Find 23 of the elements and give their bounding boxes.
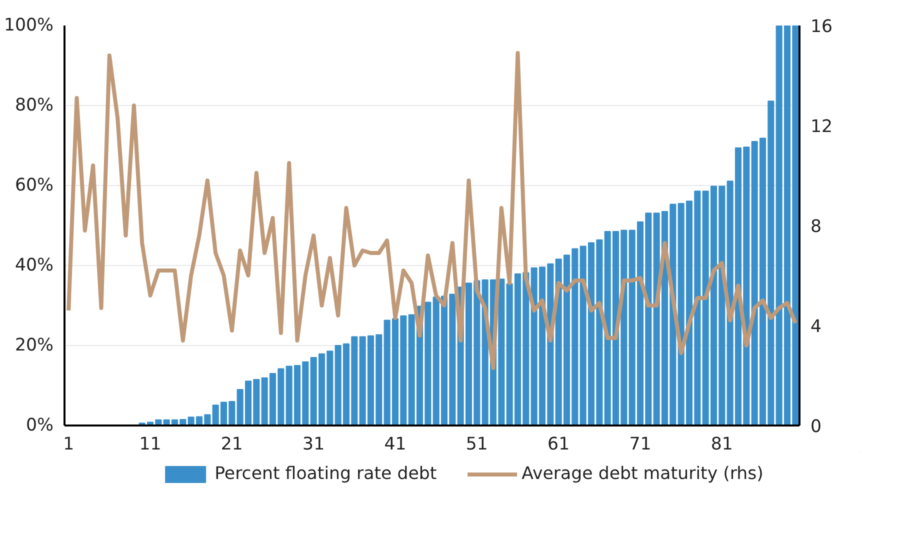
y-tick-label: 80% [14,96,54,116]
line-series [66,51,798,370]
x-tick-label: 11 [139,434,162,454]
y-tick-label: 60% [14,176,54,196]
y2-tick-label: 16 [810,17,833,37]
y2-tick-label: 12 [810,117,833,137]
y-tick-label: 100% [4,16,54,36]
x-tick-label: 1 [63,434,74,454]
y2-tick-label: 8 [810,217,822,237]
x-tick-label: 31 [302,434,325,454]
x-tick-label: 71 [629,434,652,454]
x-tick-label: 51 [466,434,488,454]
x-tick-label: 61 [548,434,570,454]
legend-label: Average debt maturity (rhs) [522,464,764,484]
y-tick-label: 40% [14,256,54,276]
x-tick-label: 21 [220,434,243,454]
y-tick-label: 0% [26,416,54,436]
y2-tick-label: 4 [810,317,822,337]
y-tick-label: 20% [14,336,54,356]
legend-label: Percent floating rate debt [214,464,437,484]
x-tick-label: 81 [710,434,733,454]
y2-tick-label: 0 [810,417,822,437]
x-tick-label: 41 [384,434,406,454]
